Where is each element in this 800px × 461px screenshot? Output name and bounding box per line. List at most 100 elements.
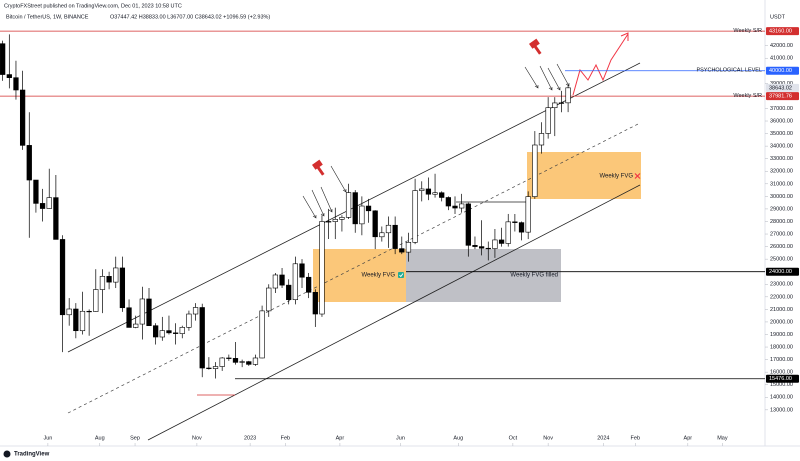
candle-body	[53, 197, 59, 240]
candle-body	[266, 287, 272, 312]
x-tick-label: Sep	[130, 435, 140, 441]
candle-body	[186, 313, 192, 328]
gavel-icon	[529, 38, 542, 55]
candle-body	[286, 284, 292, 301]
candle-body	[13, 77, 19, 91]
y-tick-label: 17000.00	[770, 357, 793, 363]
x-tick-label: Feb	[281, 435, 290, 441]
check-icon	[398, 272, 404, 278]
y-tick-label: 20000.00	[770, 319, 793, 325]
fvg-box	[313, 249, 406, 302]
candle-body	[79, 310, 86, 332]
candle-body	[565, 87, 571, 104]
y-tick-label: 33000.00	[770, 156, 793, 162]
candle-body	[172, 332, 179, 334]
last-price-label: 38643.02	[769, 85, 792, 91]
candle-body	[306, 276, 312, 293]
level-box	[766, 267, 799, 276]
candle-body	[545, 107, 551, 134]
candles	[0, 30, 765, 380]
projection-arrow	[620, 32, 629, 41]
x-tick-label: 2023	[244, 435, 256, 441]
candle-body	[412, 190, 418, 243]
candle-body	[425, 188, 432, 195]
candle-body	[19, 89, 26, 146]
arrows	[302, 63, 570, 219]
candle-body	[113, 267, 119, 283]
x-tick-label: May	[717, 435, 728, 441]
x-tick-label: Nov	[543, 435, 553, 441]
candle-body	[119, 267, 126, 309]
candle-body	[146, 298, 152, 327]
y-tick-label: 19000.00	[770, 332, 793, 338]
candle-body	[485, 247, 491, 250]
candle-body	[399, 248, 405, 253]
x-tick-label: Nov	[192, 435, 202, 441]
y-axis-label: USDT	[770, 14, 786, 20]
candle-body	[212, 366, 219, 369]
candle-body	[445, 197, 451, 207]
candle-body	[279, 274, 285, 286]
level-box	[766, 374, 799, 383]
candle-body	[59, 239, 66, 316]
candle-body	[538, 133, 545, 146]
gavel-icon	[312, 159, 325, 176]
candle-body	[339, 217, 345, 220]
y-tick-label: 27000.00	[770, 231, 793, 237]
level-label: 37981.76	[769, 94, 792, 100]
candle-body	[359, 205, 365, 225]
candle-body	[478, 246, 485, 249]
candle-body	[133, 323, 139, 328]
candle-body	[459, 203, 465, 209]
candle-body	[325, 221, 332, 223]
annotation: Weekly FVG	[599, 174, 633, 180]
candle-body	[312, 292, 318, 315]
candle-body	[206, 367, 212, 369]
candle-body	[552, 102, 558, 109]
candle-body	[153, 325, 159, 338]
candle-body	[345, 192, 352, 218]
candle-body	[139, 298, 145, 325]
candle-body	[532, 144, 538, 197]
level-box	[766, 66, 799, 75]
y-tick-label: 26000.00	[770, 244, 793, 250]
candle-body	[498, 239, 505, 244]
y-tick-label: 32000.00	[770, 169, 793, 175]
candle-body	[419, 188, 425, 191]
y-tick-label: 29000.00	[770, 206, 793, 212]
candle-body	[392, 224, 398, 249]
candle-body	[505, 221, 511, 244]
footer: TradingView	[14, 452, 50, 458]
candle-body	[385, 224, 392, 234]
candle-body	[33, 179, 39, 204]
level-box	[766, 27, 799, 36]
candle-body	[93, 289, 99, 312]
candle-body	[232, 358, 239, 363]
last-price-box	[766, 83, 799, 92]
y-tick-label: 21000.00	[770, 307, 793, 313]
candle-body	[166, 330, 172, 334]
y-tick-label: 39000.00	[770, 81, 793, 87]
candle-body	[159, 330, 165, 338]
candle-body	[405, 242, 412, 253]
candle-body	[26, 145, 32, 181]
candle-body	[239, 361, 245, 363]
candle-body	[126, 307, 132, 328]
level-label: 43160.00	[769, 29, 792, 35]
candle-body	[558, 102, 565, 104]
y-tick-label: 36000.00	[770, 118, 793, 124]
y-tick-label: 41000.00	[770, 56, 793, 62]
candle-body	[246, 361, 252, 365]
candle-body	[226, 357, 232, 359]
candle-body	[292, 263, 298, 301]
y-tick-label: 25000.00	[770, 257, 793, 263]
cross-icon	[634, 173, 641, 179]
candle-body	[46, 197, 52, 209]
candle-body	[372, 210, 378, 238]
candle-body	[219, 357, 225, 367]
x-tick-label: 2024	[597, 435, 609, 441]
drawings: Weekly FVG Weekly FVG filled Weekly FVG	[0, 30, 765, 441]
candle-body	[432, 192, 438, 195]
candle-body	[0, 43, 6, 75]
